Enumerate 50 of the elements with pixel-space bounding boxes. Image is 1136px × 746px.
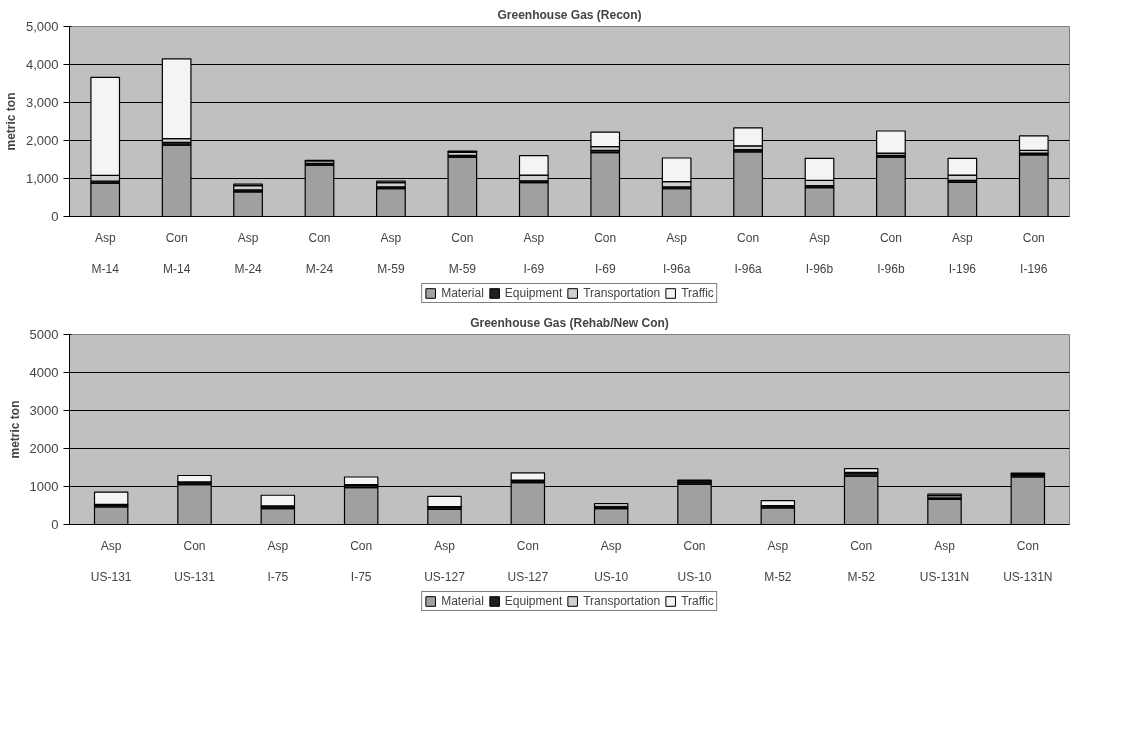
category-label: Con I-196	[1020, 230, 1048, 276]
category-label: Asp M-24	[234, 230, 262, 276]
y-tick-label: 0	[51, 209, 59, 224]
y-tick-label: 0	[51, 517, 59, 532]
category-label: Asp I-75	[267, 538, 289, 584]
y-tick-label: 2000	[29, 441, 59, 456]
y-tick-label: 3,000	[25, 95, 59, 110]
legend-label: Traffic	[681, 594, 714, 608]
category-label: Con M-52	[847, 538, 875, 584]
y-tick-label: 1000	[29, 479, 59, 494]
y-tick-label: 3000	[29, 403, 59, 418]
category-label: Asp US-10	[594, 538, 629, 584]
legend-label: Material	[441, 286, 484, 300]
y-axis-title: metric ton	[3, 92, 18, 151]
chart-title: Greenhouse Gas (Recon)	[497, 7, 642, 22]
legend-label: Equipment	[504, 594, 563, 608]
legend-label: Material	[441, 594, 484, 608]
y-tick-label: 5,000	[25, 19, 59, 34]
category-label: Asp I-96a	[662, 230, 691, 276]
category-label: Con M-59	[448, 230, 477, 276]
category-label: Con I-96a	[734, 230, 762, 276]
category-label: Asp US-131N	[919, 538, 970, 584]
category-label: Con US-10	[677, 538, 712, 584]
y-tick-label: 4,000	[25, 57, 59, 72]
category-label: Con US-131	[174, 538, 215, 584]
legend-label: Transportation	[583, 286, 661, 300]
category-label: Asp M-52	[764, 538, 792, 584]
legend-label: Equipment	[504, 286, 563, 300]
y-axis-title: metric ton	[7, 400, 22, 459]
category-label: Con M-24	[305, 230, 334, 276]
category-label: Con I-96b	[877, 230, 905, 276]
category-label: Con US-131N	[1003, 538, 1053, 584]
legend-label: Traffic	[681, 286, 714, 300]
legend-label: Transportation	[583, 594, 661, 608]
category-label: Con US-127	[507, 538, 549, 584]
category-label: Asp I-196	[948, 230, 977, 276]
y-tick-label: 4000	[29, 365, 59, 380]
category-label: Asp US-131	[90, 538, 132, 584]
y-tick-label: 5000	[29, 327, 59, 342]
category-label: Asp I-96b	[805, 230, 834, 276]
y-tick-label: 1,000	[25, 171, 59, 186]
category-label: Con I-69	[594, 230, 617, 276]
category-label: Asp M-59	[377, 230, 405, 276]
category-label: Con I-75	[350, 538, 373, 584]
y-tick-label: 2,000	[25, 133, 59, 148]
category-label: Asp I-69	[523, 230, 545, 276]
chart-title: Greenhouse Gas (Rehab/New Con)	[470, 315, 669, 330]
category-label: Con M-14	[162, 230, 191, 276]
category-label: Asp M-14	[91, 230, 119, 276]
category-label: Asp US-127	[424, 538, 465, 584]
